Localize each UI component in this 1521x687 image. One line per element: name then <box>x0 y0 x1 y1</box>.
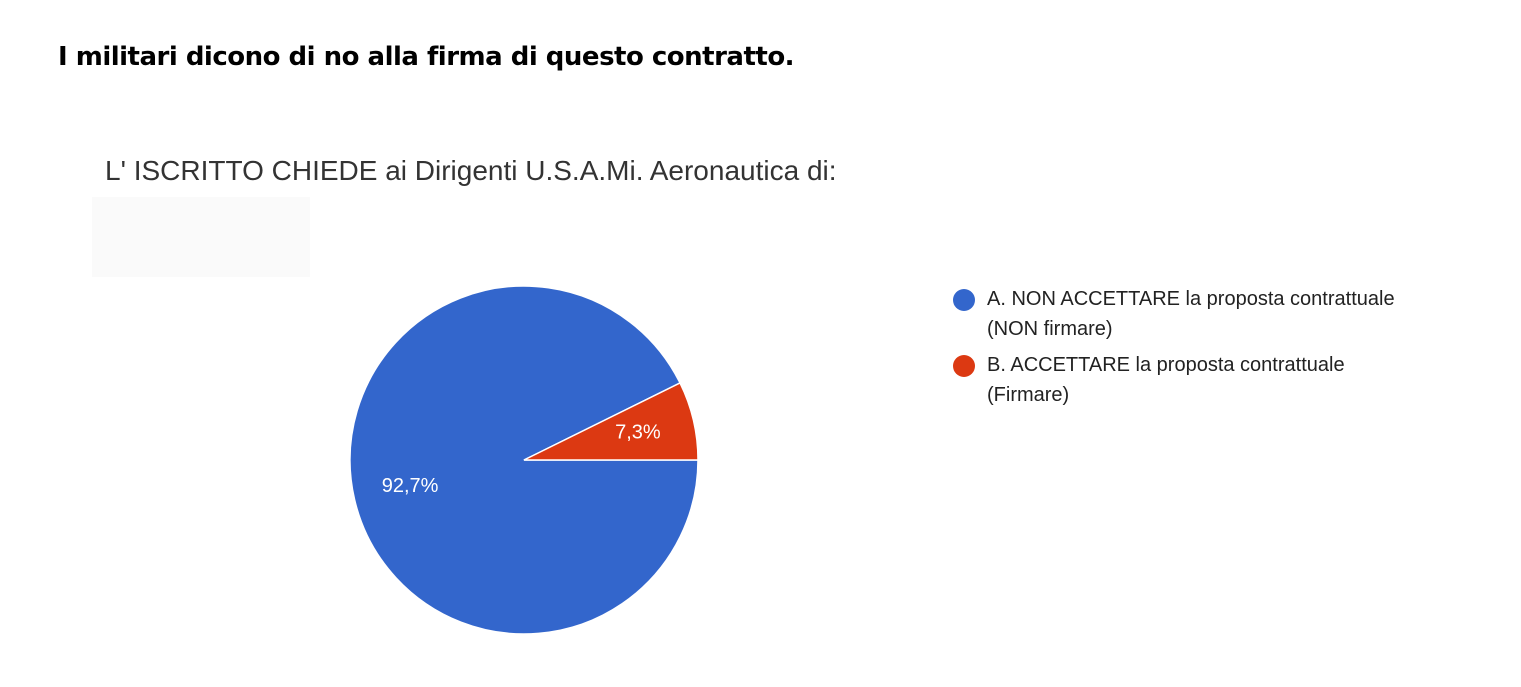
blank-area <box>92 197 310 277</box>
legend-swatch <box>953 289 975 311</box>
slice-label: 92,7% <box>382 475 439 497</box>
legend-item: A. NON ACCETTARE la proposta contrattual… <box>953 284 1412 344</box>
legend-item: B. ACCETTARE la proposta contrattuale (F… <box>953 350 1412 410</box>
slice-label: 7,3% <box>615 422 661 444</box>
legend: A. NON ACCETTARE la proposta contrattual… <box>953 284 1413 416</box>
legend-label: A. NON ACCETTARE la proposta contrattual… <box>987 288 1395 340</box>
pie-slice <box>523 381 699 461</box>
chart-title: L' ISCRITTO CHIEDE ai Dirigenti U.S.A.Mi… <box>105 155 837 186</box>
legend-label: B. ACCETTARE la proposta contrattuale (F… <box>987 354 1345 406</box>
heading: I militari dicono di no alla firma di qu… <box>58 42 795 72</box>
legend-swatch <box>953 355 975 377</box>
